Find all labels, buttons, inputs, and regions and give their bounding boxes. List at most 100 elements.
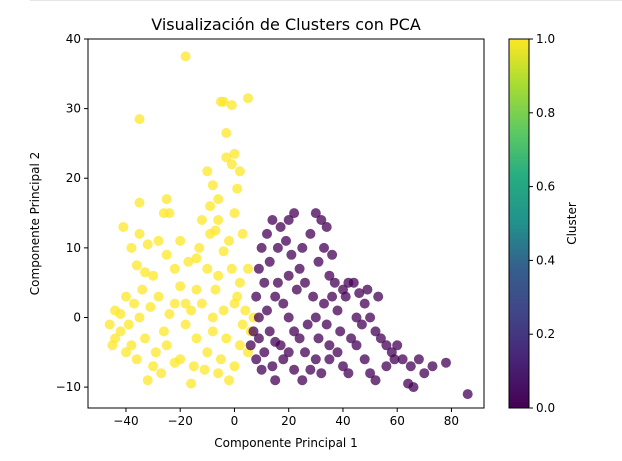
data-point-cluster-1 <box>131 260 142 271</box>
data-point-cluster-0 <box>343 368 354 379</box>
data-point-cluster-0 <box>300 347 310 358</box>
data-point-cluster-0 <box>289 326 300 337</box>
data-point-cluster-1 <box>175 281 186 292</box>
data-point-cluster-1 <box>118 222 129 232</box>
data-point-cluster-1 <box>169 357 180 368</box>
colorbar-tick-label: 0.4 <box>536 253 555 267</box>
data-point-cluster-0 <box>327 291 338 302</box>
data-point-cluster-0 <box>462 389 473 400</box>
data-point-cluster-1 <box>191 253 202 264</box>
chart-title: Visualización de Clusters con PCA <box>151 15 421 34</box>
data-point-cluster-1 <box>126 340 137 351</box>
data-point-cluster-0 <box>267 361 278 372</box>
x-tick-label: 40 <box>335 414 350 428</box>
data-point-cluster-1 <box>191 284 202 295</box>
data-point-cluster-0 <box>297 242 308 253</box>
data-point-cluster-0 <box>356 319 367 330</box>
data-point-cluster-0 <box>278 298 289 309</box>
data-point-cluster-0 <box>370 326 381 337</box>
data-point-cluster-0 <box>302 319 313 330</box>
data-point-cluster-0 <box>305 228 316 239</box>
data-point-cluster-0 <box>316 215 327 225</box>
data-point-cluster-0 <box>313 256 324 267</box>
data-point-cluster-1 <box>180 319 191 330</box>
data-point-cluster-0 <box>310 354 321 365</box>
x-tick-label: −40 <box>113 414 138 428</box>
data-point-cluster-1 <box>234 277 245 288</box>
data-point-cluster-0 <box>259 277 270 288</box>
data-point-cluster-0 <box>310 312 321 323</box>
data-point-cluster-1 <box>234 340 245 351</box>
data-point-cluster-1 <box>186 305 197 316</box>
data-point-cluster-1 <box>210 225 221 236</box>
data-point-cluster-1 <box>224 375 234 386</box>
data-point-cluster-1 <box>169 263 180 274</box>
data-point-cluster-0 <box>370 375 381 386</box>
data-point-cluster-0 <box>375 333 386 344</box>
data-point-cluster-1 <box>158 208 169 219</box>
data-point-cluster-0 <box>362 284 373 295</box>
data-point-cluster-1 <box>156 368 167 379</box>
data-point-cluster-1 <box>115 326 126 337</box>
data-point-cluster-0 <box>321 222 332 232</box>
colorbar-tick-label: 0.8 <box>536 106 555 120</box>
data-point-cluster-0 <box>297 375 308 386</box>
data-point-cluster-1 <box>150 347 161 358</box>
data-point-cluster-0 <box>329 277 340 288</box>
data-point-cluster-1 <box>131 354 142 365</box>
data-point-cluster-0 <box>332 305 343 316</box>
data-point-cluster-0 <box>441 357 451 368</box>
data-point-cluster-1 <box>134 114 145 125</box>
x-axis-label: Componente Principal 1 <box>214 436 357 450</box>
data-point-cluster-1 <box>169 298 180 309</box>
data-point-cluster-1 <box>153 291 164 302</box>
colorbar-tick-label: 1.0 <box>536 32 555 46</box>
data-point-cluster-0 <box>332 347 343 358</box>
data-point-cluster-1 <box>161 194 172 205</box>
data-point-cluster-0 <box>310 208 321 219</box>
data-point-cluster-0 <box>386 347 397 358</box>
y-tick-label: 10 <box>66 241 81 255</box>
colorbar <box>508 38 530 409</box>
data-point-cluster-0 <box>305 364 316 375</box>
data-point-cluster-0 <box>294 263 305 274</box>
data-point-cluster-0 <box>264 256 275 267</box>
data-point-cluster-1 <box>134 228 145 239</box>
data-point-cluster-1 <box>237 319 248 330</box>
data-point-cluster-1 <box>234 166 245 177</box>
data-point-cluster-0 <box>300 277 310 288</box>
data-point-cluster-1 <box>186 378 197 389</box>
data-point-cluster-0 <box>283 215 294 225</box>
data-point-cluster-1 <box>161 249 172 260</box>
data-point-cluster-0 <box>319 298 329 309</box>
data-point-cluster-0 <box>340 291 351 302</box>
data-point-cluster-0 <box>251 291 262 302</box>
data-point-cluster-1 <box>218 246 229 257</box>
colorbar-label: Cluster <box>565 202 579 245</box>
data-point-cluster-1 <box>188 361 199 372</box>
data-point-cluster-1 <box>226 100 237 111</box>
data-point-cluster-1 <box>137 284 148 295</box>
data-point-cluster-0 <box>427 361 438 372</box>
data-point-cluster-1 <box>196 298 207 309</box>
data-point-cluster-1 <box>237 228 248 239</box>
data-point-cluster-1 <box>196 215 207 225</box>
data-point-cluster-1 <box>142 239 153 250</box>
data-point-cluster-0 <box>256 364 267 375</box>
data-point-cluster-1 <box>243 93 253 104</box>
data-point-cluster-0 <box>289 364 300 375</box>
data-point-cluster-0 <box>283 312 294 323</box>
data-point-cluster-1 <box>191 333 202 344</box>
data-point-cluster-1 <box>202 166 213 177</box>
data-point-cluster-1 <box>232 291 243 302</box>
data-point-cluster-1 <box>129 298 140 309</box>
y-axis-ticks: −10 0 10 20 30 40 <box>56 32 88 394</box>
data-point-cluster-0 <box>291 284 302 295</box>
y-tick-label: 40 <box>66 32 81 46</box>
data-point-cluster-1 <box>158 326 169 337</box>
data-point-cluster-0 <box>324 340 335 351</box>
data-point-cluster-1 <box>164 309 175 319</box>
scatter-points <box>104 51 473 400</box>
data-point-cluster-1 <box>213 270 224 281</box>
